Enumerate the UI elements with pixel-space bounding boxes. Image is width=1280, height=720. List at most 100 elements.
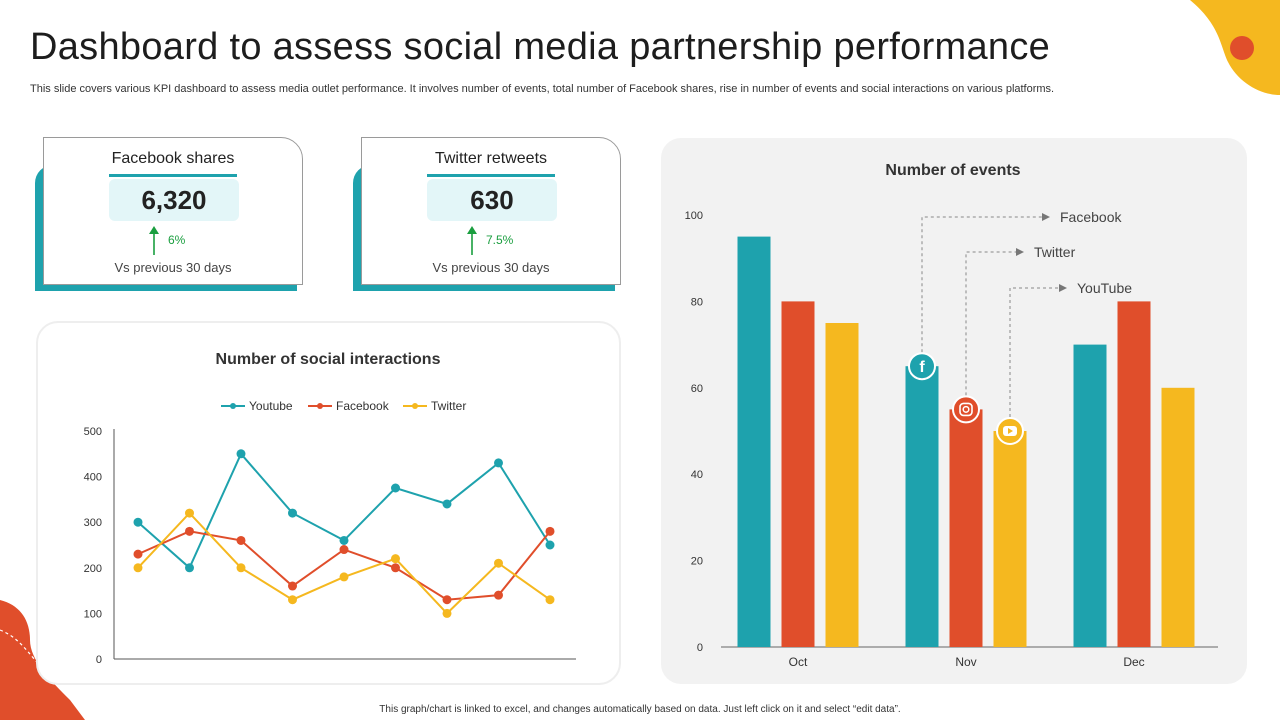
legend-marker <box>317 403 323 409</box>
data-point <box>545 526 555 536</box>
y-tick-label: 100 <box>685 210 703 222</box>
data-point <box>391 554 400 564</box>
bar-twitter <box>949 409 983 647</box>
y-tick-label: 80 <box>691 296 703 308</box>
data-point <box>288 595 297 605</box>
facebook-glyph: f <box>919 359 925 376</box>
data-point <box>236 535 246 545</box>
data-point <box>339 545 349 555</box>
y-tick-label: 200 <box>84 563 102 575</box>
data-point <box>339 535 349 545</box>
data-point <box>236 449 246 459</box>
arrow-up-icon <box>149 226 159 255</box>
bar-youtube <box>993 431 1027 647</box>
kpi-underline <box>109 174 237 177</box>
data-point <box>133 549 143 559</box>
data-point <box>494 458 503 468</box>
bar-facebook <box>905 366 939 647</box>
data-point <box>545 595 555 605</box>
callout-label: Twitter <box>1034 244 1076 260</box>
corner-decoration-bottom <box>0 600 85 720</box>
data-point <box>339 572 349 582</box>
page-title: Dashboard to assess social media partner… <box>30 26 1051 68</box>
data-point <box>288 508 297 518</box>
callout-label: YouTube <box>1077 280 1132 296</box>
y-tick-label: 400 <box>84 472 102 484</box>
bar-facebook <box>737 236 771 647</box>
bar-youtube <box>825 323 859 647</box>
kpi-twitter-retweets: Twitter retweets 630 7.5% Vs previous 30… <box>353 137 631 293</box>
callout-label: Facebook <box>1060 209 1122 225</box>
chart-axes: 0 100 200 300 400 500 <box>84 426 576 666</box>
y-tick-label: 0 <box>697 642 703 654</box>
data-point <box>133 563 143 573</box>
chart-title: Number of events <box>885 162 1020 179</box>
data-point <box>236 563 246 573</box>
callout-line <box>921 216 1044 353</box>
kpi-facebook-shares: Facebook shares 6,320 6% Vs previous 30 … <box>35 137 313 293</box>
legend-label: Twitter <box>431 399 466 413</box>
instagram-glyph <box>959 402 973 417</box>
data-point <box>442 608 452 618</box>
data-point <box>545 540 555 550</box>
page-subtitle: This slide covers various KPI dashboard … <box>30 83 1055 95</box>
x-tick-label: Dec <box>1123 655 1144 669</box>
arrow-up-icon <box>467 226 477 255</box>
y-tick-label: 100 <box>84 608 102 620</box>
chart-callouts: Facebook f Twitter YouTube <box>908 209 1132 445</box>
bar-youtube <box>1161 387 1195 647</box>
data-point <box>185 508 194 518</box>
data-point <box>288 581 297 591</box>
series-line-twitter <box>137 511 551 615</box>
y-tick-label: 500 <box>84 426 102 438</box>
callout-arrow <box>1016 248 1024 256</box>
y-tick-label: 300 <box>84 517 102 529</box>
kpi-compare: Vs previous 30 days <box>432 260 550 275</box>
chart-series <box>133 449 555 618</box>
y-tick-label: 60 <box>691 383 703 395</box>
chart-bars <box>737 236 1195 647</box>
callout-arrow <box>1042 213 1050 221</box>
data-point <box>133 517 143 527</box>
chart-legend: Youtube Facebook Twitter <box>221 399 466 413</box>
data-point <box>442 595 452 605</box>
kpi-card: Twitter retweets 630 7.5% Vs previous 30… <box>361 137 621 285</box>
data-point <box>391 483 400 493</box>
data-point <box>494 590 503 600</box>
kpi-card: Facebook shares 6,320 6% Vs previous 30 … <box>43 137 303 285</box>
facebook-icon <box>908 352 936 381</box>
legend-marker <box>412 403 418 409</box>
instagram-lens <box>962 405 970 413</box>
callout-line <box>1009 287 1061 417</box>
data-point <box>494 558 503 568</box>
events-chart: Number of events 0 20 40 60 80 100 Oct Nov Dec F… <box>685 162 1218 669</box>
kpi-value: 6,320 <box>109 179 239 221</box>
y-tick-label: 20 <box>691 556 703 568</box>
social-interactions-chart: Number of social interactions Youtube Fac… <box>84 351 576 666</box>
x-tick-label: Nov <box>955 655 976 669</box>
legend-marker <box>230 403 236 409</box>
youtube-play <box>1008 428 1013 434</box>
legend-label: Youtube <box>249 399 293 413</box>
x-tick-label: Oct <box>789 655 808 669</box>
bar-twitter <box>781 301 815 647</box>
data-point <box>185 526 194 536</box>
instagram-icon <box>952 395 980 424</box>
kpi-change: 6% <box>168 233 186 247</box>
corner-decoration <box>1190 0 1280 95</box>
kpi-label: Twitter retweets <box>434 150 548 167</box>
kpi-value: 630 <box>427 179 557 221</box>
kpi-change: 7.5% <box>486 233 514 247</box>
kpi-compare: Vs previous 30 days <box>114 260 232 275</box>
bar-facebook <box>1073 344 1107 647</box>
chart-title: Number of social interactions <box>216 351 441 368</box>
data-point <box>185 563 194 573</box>
data-point <box>391 563 400 573</box>
data-point <box>442 499 452 509</box>
footnote: This graph/chart is linked to excel, and… <box>379 704 901 715</box>
kpi-underline <box>427 174 555 177</box>
kpi-label: Facebook shares <box>111 150 235 167</box>
bar-twitter <box>1117 301 1151 647</box>
legend-label: Facebook <box>336 399 390 413</box>
y-tick-label: 0 <box>96 654 102 666</box>
